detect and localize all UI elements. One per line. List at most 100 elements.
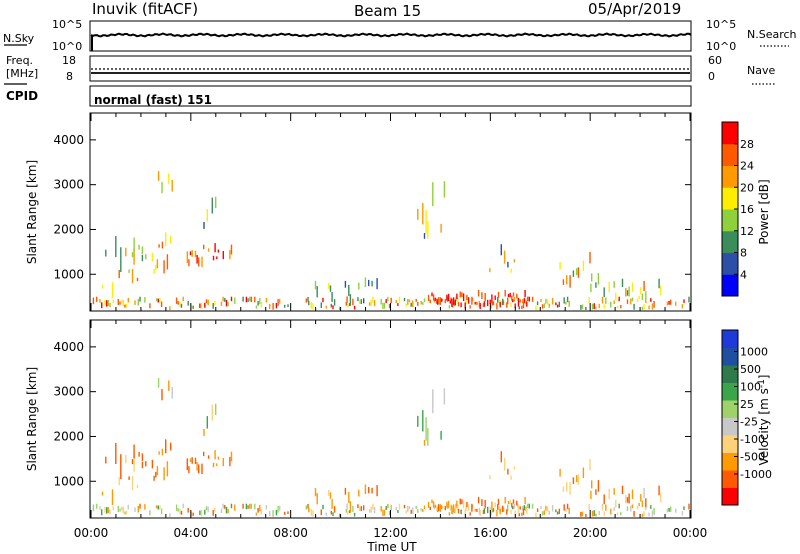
range-gate-cell bbox=[160, 301, 163, 307]
range-gate-cell bbox=[436, 298, 438, 304]
range-gate-cell bbox=[546, 506, 549, 512]
range-gate-cell bbox=[512, 299, 514, 303]
range-gate-cell bbox=[117, 299, 119, 306]
power-heatmap bbox=[92, 171, 690, 311]
range-gate-cell bbox=[675, 301, 677, 306]
range-gate-cell bbox=[593, 303, 595, 310]
range-gate-cell bbox=[382, 302, 384, 309]
range-gate-cell bbox=[643, 511, 645, 516]
range-gate-cell bbox=[643, 280, 645, 292]
range-gate-cell bbox=[217, 456, 220, 460]
range-gate-cell bbox=[618, 503, 620, 509]
range-gate-cell bbox=[407, 298, 409, 305]
range-gate-cell bbox=[222, 458, 224, 467]
range-gate-cell bbox=[190, 304, 193, 310]
range-gate-cell bbox=[279, 298, 281, 304]
range-gate-cell bbox=[513, 259, 516, 263]
range-gate-cell bbox=[585, 514, 587, 517]
range-gate-cell bbox=[447, 293, 450, 301]
range-gate-cell bbox=[457, 297, 459, 304]
range-gate-cell bbox=[472, 297, 474, 302]
nsky-tick-bottom: 10^0 bbox=[52, 40, 82, 53]
range-gate-cell bbox=[518, 306, 520, 310]
range-gate-cell bbox=[398, 503, 401, 510]
range-gate-cell bbox=[556, 304, 559, 308]
range-gate-cell bbox=[134, 507, 136, 512]
range-gate-cell bbox=[613, 507, 615, 511]
range-gate-cell bbox=[254, 296, 256, 303]
range-gate-cell bbox=[437, 300, 439, 305]
range-gate-cell bbox=[225, 506, 228, 514]
range-gate-cell bbox=[525, 299, 527, 305]
range-gate-cell bbox=[308, 507, 310, 513]
power-y-axis: 4000 3000 2000 1000 bbox=[53, 133, 691, 281]
range-gate-cell bbox=[214, 300, 216, 306]
range-gate-cell bbox=[640, 494, 642, 502]
range-gate-cell bbox=[250, 296, 253, 303]
range-gate-cell bbox=[467, 297, 470, 304]
range-gate-cell bbox=[588, 297, 590, 304]
range-gate-cell bbox=[494, 502, 496, 507]
range-gate-cell bbox=[541, 511, 544, 516]
range-gate-cell bbox=[500, 244, 502, 256]
range-gate-cell bbox=[545, 505, 547, 511]
range-gate-cell bbox=[489, 299, 491, 304]
range-gate-cell bbox=[516, 500, 518, 506]
colorbar-swatch bbox=[722, 487, 738, 506]
colorbar-frame bbox=[721, 329, 739, 506]
range-gate-cell bbox=[615, 292, 617, 301]
y-tick-label: 3000 bbox=[53, 385, 84, 399]
range-gate-cell bbox=[139, 296, 141, 302]
range-gate-cell bbox=[205, 506, 208, 511]
range-gate-cell bbox=[305, 505, 307, 510]
range-gate-cell bbox=[203, 429, 205, 436]
range-gate-cell bbox=[643, 487, 645, 499]
range-gate-cell bbox=[105, 456, 107, 464]
range-gate-cell bbox=[427, 501, 430, 508]
range-gate-cell bbox=[153, 268, 155, 274]
range-gate-cell bbox=[447, 296, 449, 302]
colorbar-swatch bbox=[722, 274, 738, 297]
range-gate-cell bbox=[405, 510, 407, 514]
range-gate-cell bbox=[523, 298, 525, 304]
time-tick-label: 08:00 bbox=[273, 526, 308, 540]
range-gate-cell bbox=[371, 487, 373, 494]
range-gate-cell bbox=[620, 305, 622, 309]
range-gate-cell bbox=[641, 500, 644, 508]
range-gate-cell bbox=[519, 299, 521, 303]
range-gate-cell bbox=[177, 508, 179, 512]
range-gate-cell bbox=[346, 503, 348, 510]
colorbar-swatch bbox=[722, 209, 738, 232]
range-gate-cell bbox=[383, 302, 386, 309]
freq-panel-frame bbox=[89, 55, 692, 82]
range-gate-cell bbox=[628, 493, 630, 504]
range-gate-cell bbox=[380, 505, 382, 512]
range-gate-cell bbox=[636, 505, 639, 510]
range-gate-cell bbox=[206, 209, 208, 222]
range-gate-cell bbox=[648, 512, 650, 517]
time-tick-label: 04:00 bbox=[174, 526, 209, 540]
range-gate-cell bbox=[194, 457, 197, 465]
colorbar-swatch bbox=[722, 143, 738, 166]
range-gate-cell bbox=[255, 305, 258, 309]
range-gate-cell bbox=[417, 509, 419, 513]
range-gate-cell bbox=[190, 511, 193, 517]
range-gate-cell bbox=[415, 505, 417, 509]
range-gate-cell bbox=[141, 461, 144, 469]
range-gate-cell bbox=[279, 505, 281, 511]
colorbar-swatch bbox=[722, 252, 738, 275]
range-gate-cell bbox=[138, 244, 140, 250]
range-gate-cell bbox=[390, 504, 392, 511]
range-gate-cell bbox=[191, 457, 193, 464]
range-gate-cell bbox=[500, 451, 502, 463]
range-gate-cell bbox=[163, 260, 165, 274]
nave-tick-top: 60 bbox=[708, 54, 722, 67]
range-gate-cell bbox=[498, 299, 501, 305]
range-gate-cell bbox=[427, 428, 429, 446]
range-gate-cell bbox=[96, 296, 98, 302]
range-gate-cell bbox=[605, 504, 607, 511]
range-gate-cell bbox=[348, 284, 350, 296]
range-gate-cell bbox=[503, 250, 506, 264]
range-gate-cell bbox=[492, 509, 494, 513]
